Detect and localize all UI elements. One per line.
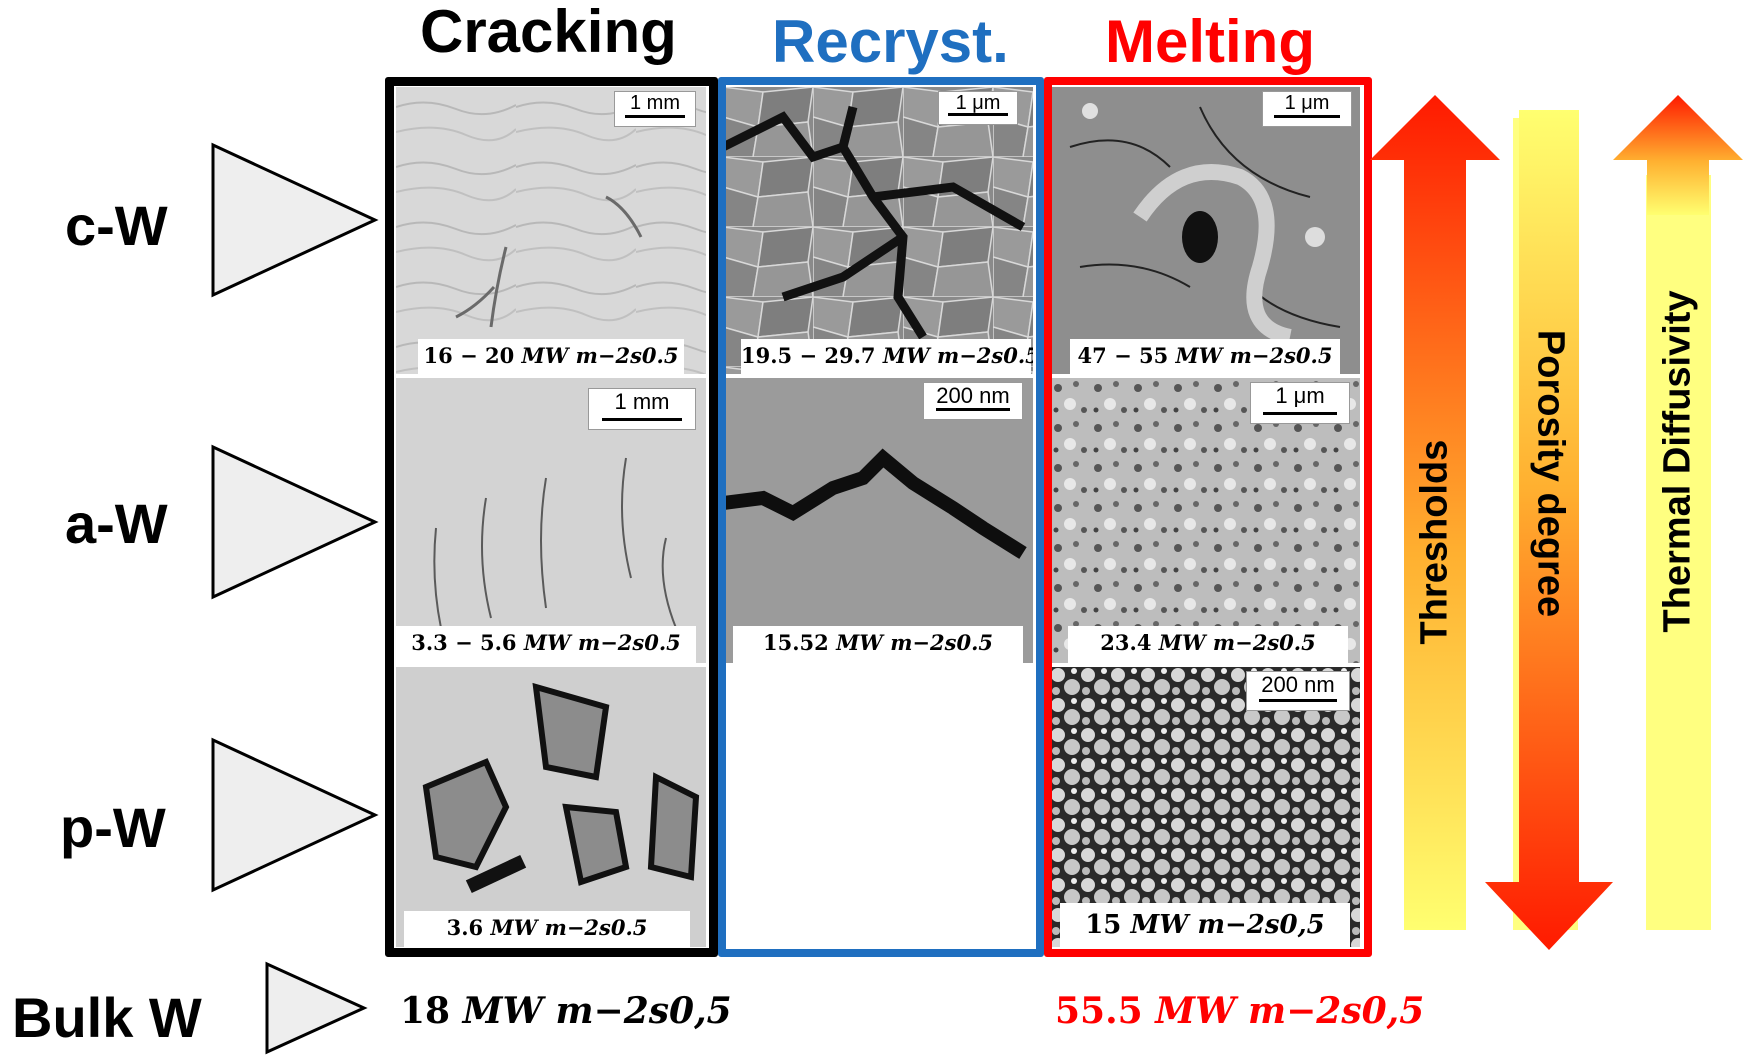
bulk-melting-value: 55.5 MW m−2s0,5 xyxy=(1055,990,1425,1032)
micrograph-cw-cracking: 1 mm 16 − 20 MW m−2s0.5 xyxy=(396,87,706,374)
column-header-cracking: Cracking xyxy=(420,0,677,65)
scalebar-cw-melting: 1 μm xyxy=(1262,91,1352,127)
micrograph-cw-melting: 1 μm 47 − 55 MW m−2s0.5 xyxy=(1050,87,1360,374)
column-header-recryst: Recryst. xyxy=(772,8,1009,75)
micrograph-cw-recryst: 1 μm 19.5 − 29.7 MW m−2s0.5 xyxy=(723,87,1033,374)
caption-cw-melting: 47 − 55 MW m−2s0.5 xyxy=(1070,339,1340,374)
caption-pw-melting: 15 MW m−2s0,5 xyxy=(1060,903,1350,947)
scalebar-cw-recryst: 1 μm xyxy=(938,91,1018,125)
scalebar-cw-cracking: 1 mm xyxy=(614,91,696,127)
row-triangle-aw xyxy=(211,444,379,600)
micrograph-pw-melting: 200 nm 15 MW m−2s0,5 xyxy=(1050,667,1360,947)
row-triangle-pw xyxy=(211,737,379,893)
caption-pw-cracking: 3.6 MW m−2s0.5 xyxy=(404,911,690,947)
micrograph-aw-melting: 1 μm 23.4 MW m−2s0.5 xyxy=(1050,378,1360,663)
thresholds-label: Thresholds xyxy=(1413,439,1456,645)
porosity-arrow-icon xyxy=(1485,110,1613,950)
micrograph-aw-cracking: 1 mm 3.3 − 5.6 MW m−2s0.5 xyxy=(396,378,706,663)
frame-recryst xyxy=(718,77,1044,957)
row-triangle-cw xyxy=(211,142,379,298)
scalebar-aw-recryst: 200 nm xyxy=(923,382,1023,420)
scalebar-aw-melting: 1 μm xyxy=(1250,382,1350,424)
frame-melting xyxy=(1044,77,1372,957)
row-label-pw: p-W xyxy=(60,796,166,859)
caption-aw-cracking: 3.3 − 5.6 MW m−2s0.5 xyxy=(396,626,696,663)
row-label-bulk: Bulk W xyxy=(12,986,202,1049)
row-label-cw: c-W xyxy=(65,194,168,257)
diffusivity-label: Thermal Diffusivity xyxy=(1656,290,1699,633)
row-triangle-bulk xyxy=(265,961,368,1055)
caption-cw-cracking: 16 − 20 MW m−2s0.5 xyxy=(418,339,684,374)
scalebar-aw-cracking: 1 mm xyxy=(588,388,696,430)
thresholds-arrow-icon xyxy=(1370,95,1500,930)
caption-aw-recryst: 15.52 MW m−2s0.5 xyxy=(733,626,1023,663)
row-label-aw: a-W xyxy=(65,492,168,555)
caption-aw-melting: 23.4 MW m−2s0.5 xyxy=(1068,626,1348,663)
micrograph-aw-recryst: 200 nm 15.52 MW m−2s0.5 xyxy=(723,378,1033,663)
scalebar-pw-melting: 200 nm xyxy=(1246,671,1350,711)
bulk-cracking-value: 18 MW m−2s0,5 xyxy=(400,990,732,1032)
porosity-label: Porosity degree xyxy=(1529,329,1572,618)
micrograph-pw-cracking: 3.6 MW m−2s0.5 xyxy=(396,667,706,947)
frame-cracking xyxy=(385,77,718,957)
diffusivity-bar-icon xyxy=(1646,175,1711,930)
column-header-melting: Melting xyxy=(1105,8,1315,75)
caption-cw-recryst: 19.5 − 29.7 MW m−2s0.5 xyxy=(741,339,1033,374)
diffusivity-arrow-icon xyxy=(1613,95,1743,215)
